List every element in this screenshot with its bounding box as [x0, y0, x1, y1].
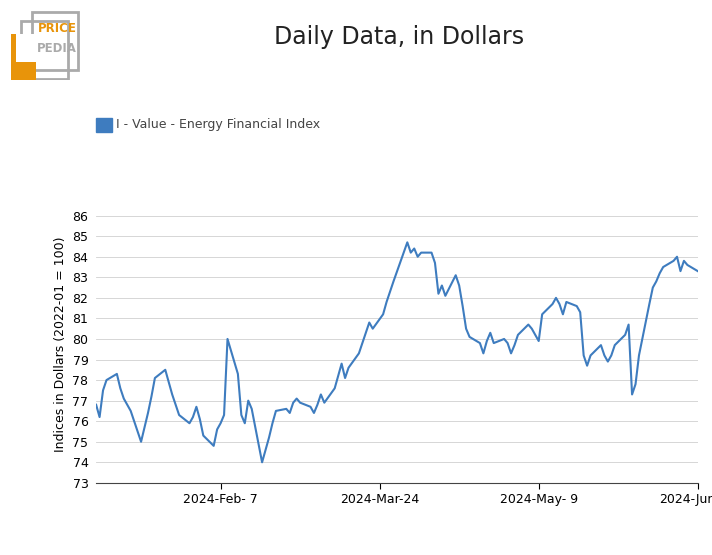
Text: PRICE: PRICE	[38, 22, 76, 35]
Y-axis label: Indices in Dollars (2022-01 = 100): Indices in Dollars (2022-01 = 100)	[54, 236, 67, 452]
Text: PEDIA: PEDIA	[37, 42, 77, 54]
Bar	[16, 33, 36, 62]
Bar	[11, 33, 36, 80]
Bar	[11, 66, 28, 80]
Text: Daily Data, in Dollars: Daily Data, in Dollars	[273, 25, 524, 49]
Text: I - Value - Energy Financial Index: I - Value - Energy Financial Index	[116, 118, 320, 132]
